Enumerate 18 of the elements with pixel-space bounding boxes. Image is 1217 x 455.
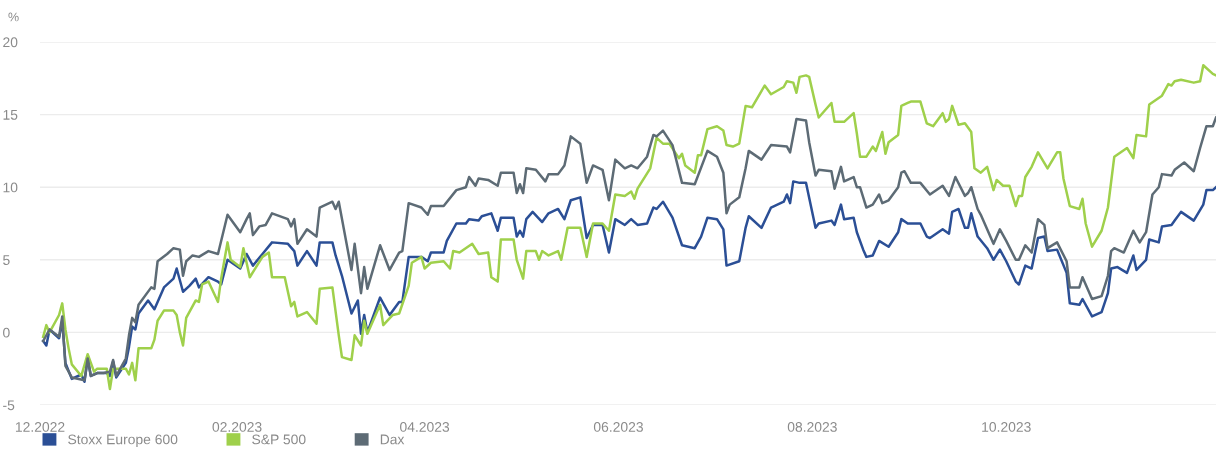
y-tick-label: 0 [3,327,10,338]
x-tick-label: 02.2023 [212,422,262,432]
y-tick-label: 20 [3,37,18,48]
x-tick-label: 08.2023 [787,422,837,432]
y-tick-label: 5 [3,255,10,265]
line-series [41,63,1216,391]
y-tick-label: 15 [3,110,18,120]
legend-label: S&P 500 [252,434,306,445]
legend-label: Stoxx Europe 600 [68,434,178,448]
legend-label: Dax [380,434,405,445]
y-tick-label: -5 [3,400,15,411]
line-series [41,116,1216,382]
y-axis-title: % [8,12,19,22]
x-tick-label: 04.2023 [400,422,450,432]
y-tick-label: 10 [3,182,18,193]
x-tick-label: 06.2023 [593,422,643,432]
x-tick-label: 10.2023 [982,422,1031,432]
x-tick-label: 12.2022 [15,422,65,432]
